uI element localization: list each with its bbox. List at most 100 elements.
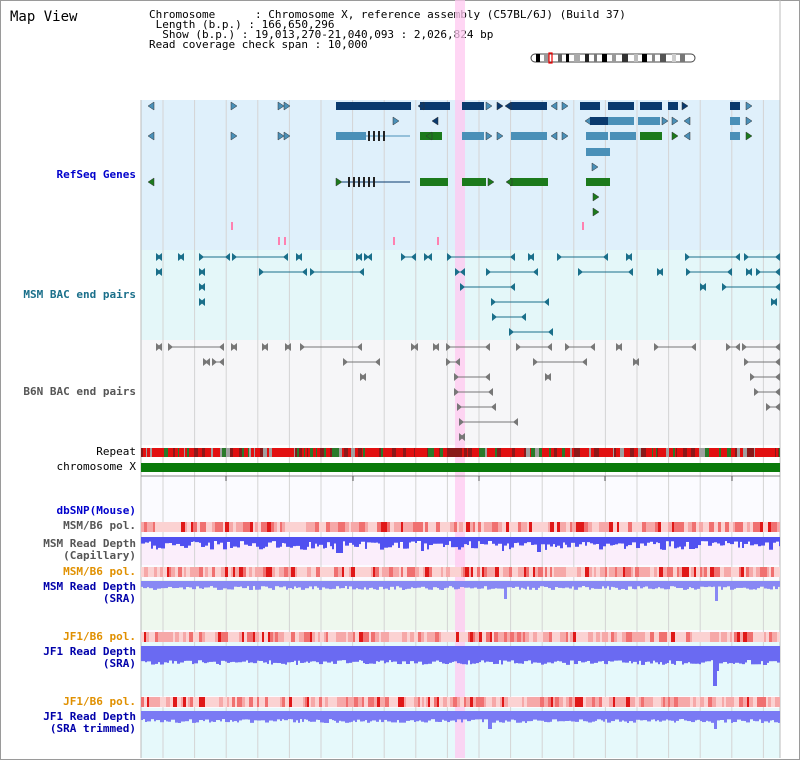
polymorphism-cell <box>307 697 309 707</box>
track-label-dbsnp[interactable]: dbSNP(Mouse) <box>56 504 136 517</box>
polymorphism-cell <box>570 522 572 532</box>
polymorphism-cell <box>221 632 225 642</box>
read-depth-bar <box>699 646 701 665</box>
track-label-msm-depth-sra[interactable]: MSM Read Depth (SRA) <box>43 580 136 605</box>
polymorphism-cell <box>732 632 734 642</box>
read-depth-bar <box>221 581 223 590</box>
read-depth-bar <box>754 537 758 545</box>
read-depth-bar <box>588 711 592 723</box>
polymorphism-cell <box>318 632 320 642</box>
gene-exon <box>368 131 370 141</box>
polymorphism-cell <box>219 697 223 707</box>
polymorphism-cell <box>675 632 679 642</box>
polymorphism-cell <box>650 632 654 642</box>
polymorphism-cell <box>413 567 415 577</box>
read-depth-bar <box>220 537 223 543</box>
polymorphism-cell <box>223 522 225 532</box>
read-depth-bar <box>367 537 371 543</box>
polymorphism-cell <box>255 567 259 577</box>
read-depth-bar <box>537 537 541 552</box>
read-depth-bar <box>317 581 319 588</box>
polymorphism-cell <box>454 632 456 642</box>
polymorphism-cell <box>348 697 351 707</box>
read-depth-bar <box>172 537 176 546</box>
read-depth-bar <box>597 711 601 720</box>
read-depth-bar <box>643 711 647 721</box>
read-depth-bar <box>764 581 767 589</box>
gene-arrow <box>147 101 155 111</box>
read-depth-bar <box>454 581 458 590</box>
polymorphism-cell <box>737 697 739 707</box>
repeat-segment <box>160 448 163 457</box>
polymorphism-cell <box>461 567 463 577</box>
polymorphism-cell <box>193 697 196 707</box>
polymorphism-cell <box>462 632 466 642</box>
read-depth-bar <box>467 711 471 722</box>
read-depth-bar <box>380 537 384 550</box>
read-depth-bar <box>745 646 747 663</box>
polymorphism-cell <box>585 567 589 577</box>
polymorphism-cell <box>540 522 544 532</box>
gene-arrow <box>283 131 291 141</box>
polymorphism-cell <box>739 522 743 532</box>
repeat-segment <box>554 448 557 457</box>
polymorphism-cell <box>206 522 208 532</box>
track-label-b6n-bac[interactable]: B6N BAC end pairs <box>23 385 136 398</box>
polymorphism-cell <box>371 567 373 577</box>
read-depth-bar <box>254 711 257 721</box>
read-depth-bar <box>769 537 773 550</box>
chromosome-ideogram[interactable] <box>530 52 696 64</box>
read-depth-bar <box>332 537 334 550</box>
read-depth-bar <box>691 711 695 723</box>
read-depth-bar <box>203 711 205 722</box>
track-label-chromosome: chromosome X <box>56 460 136 473</box>
track-label-refseq-genes[interactable]: RefSeq Genes <box>56 168 136 181</box>
bac-end <box>460 433 465 441</box>
read-depth-bar <box>755 581 757 590</box>
read-depth-bar <box>479 646 481 663</box>
track-label-jf1-depth-trimmed[interactable]: JF1 Read Depth (SRA trimmed) <box>43 710 136 735</box>
read-depth-bar <box>541 537 545 545</box>
polymorphism-cell <box>775 697 777 707</box>
polymorphism-cell <box>592 522 596 532</box>
read-depth-bar <box>406 711 410 721</box>
track-label-msm-bac[interactable]: MSM BAC end pairs <box>23 288 136 301</box>
read-depth-bar <box>304 711 306 720</box>
read-depth-bar <box>625 581 628 590</box>
polymorphism-cell <box>527 697 531 707</box>
read-depth-bar <box>481 646 484 661</box>
read-depth-bar <box>249 581 253 590</box>
repeat-segment <box>342 448 344 457</box>
track-label-jf1-depth-sra[interactable]: JF1 Read Depth (SRA) <box>43 645 136 670</box>
read-depth-bar <box>384 537 388 548</box>
read-depth-bar <box>545 537 547 550</box>
polymorphism-cell <box>579 697 583 707</box>
gene-exon <box>373 177 375 187</box>
track-label-jf1-b6-pol-2[interactable]: JF1/B6 pol. <box>63 695 136 708</box>
read-depth-bar <box>511 711 514 720</box>
read-depth-bar <box>724 711 727 723</box>
polymorphism-cell <box>470 522 473 532</box>
bac-end <box>454 388 459 396</box>
polymorphism-cell <box>196 567 199 577</box>
gene-arrow <box>683 131 691 141</box>
read-depth-bar <box>575 711 579 722</box>
polymorphism-cell <box>667 567 669 577</box>
gene-block <box>730 117 740 125</box>
polymorphism-cell <box>518 567 522 577</box>
track-label-msm-b6-pol-1[interactable]: MSM/B6 pol. <box>63 519 136 532</box>
polymorphism-cell <box>449 632 452 642</box>
track-label-msm-b6-pol-2[interactable]: MSM/B6 pol. <box>63 565 136 578</box>
read-depth-bar <box>378 646 380 662</box>
polymorphism-cell <box>351 567 355 577</box>
track-label-jf1-b6-pol-1[interactable]: JF1/B6 pol. <box>63 630 136 643</box>
polymorphism-cell <box>508 697 510 707</box>
track-label-msm-depth-capillary[interactable]: MSM Read Depth (Capillary) <box>43 537 136 562</box>
read-depth-bar <box>250 711 254 723</box>
polymorphism-cell <box>149 697 151 707</box>
read-depth-bar <box>145 711 147 723</box>
polymorphism-cell <box>371 632 375 642</box>
read-depth-bar <box>175 711 178 723</box>
read-depth-bar <box>629 711 633 722</box>
